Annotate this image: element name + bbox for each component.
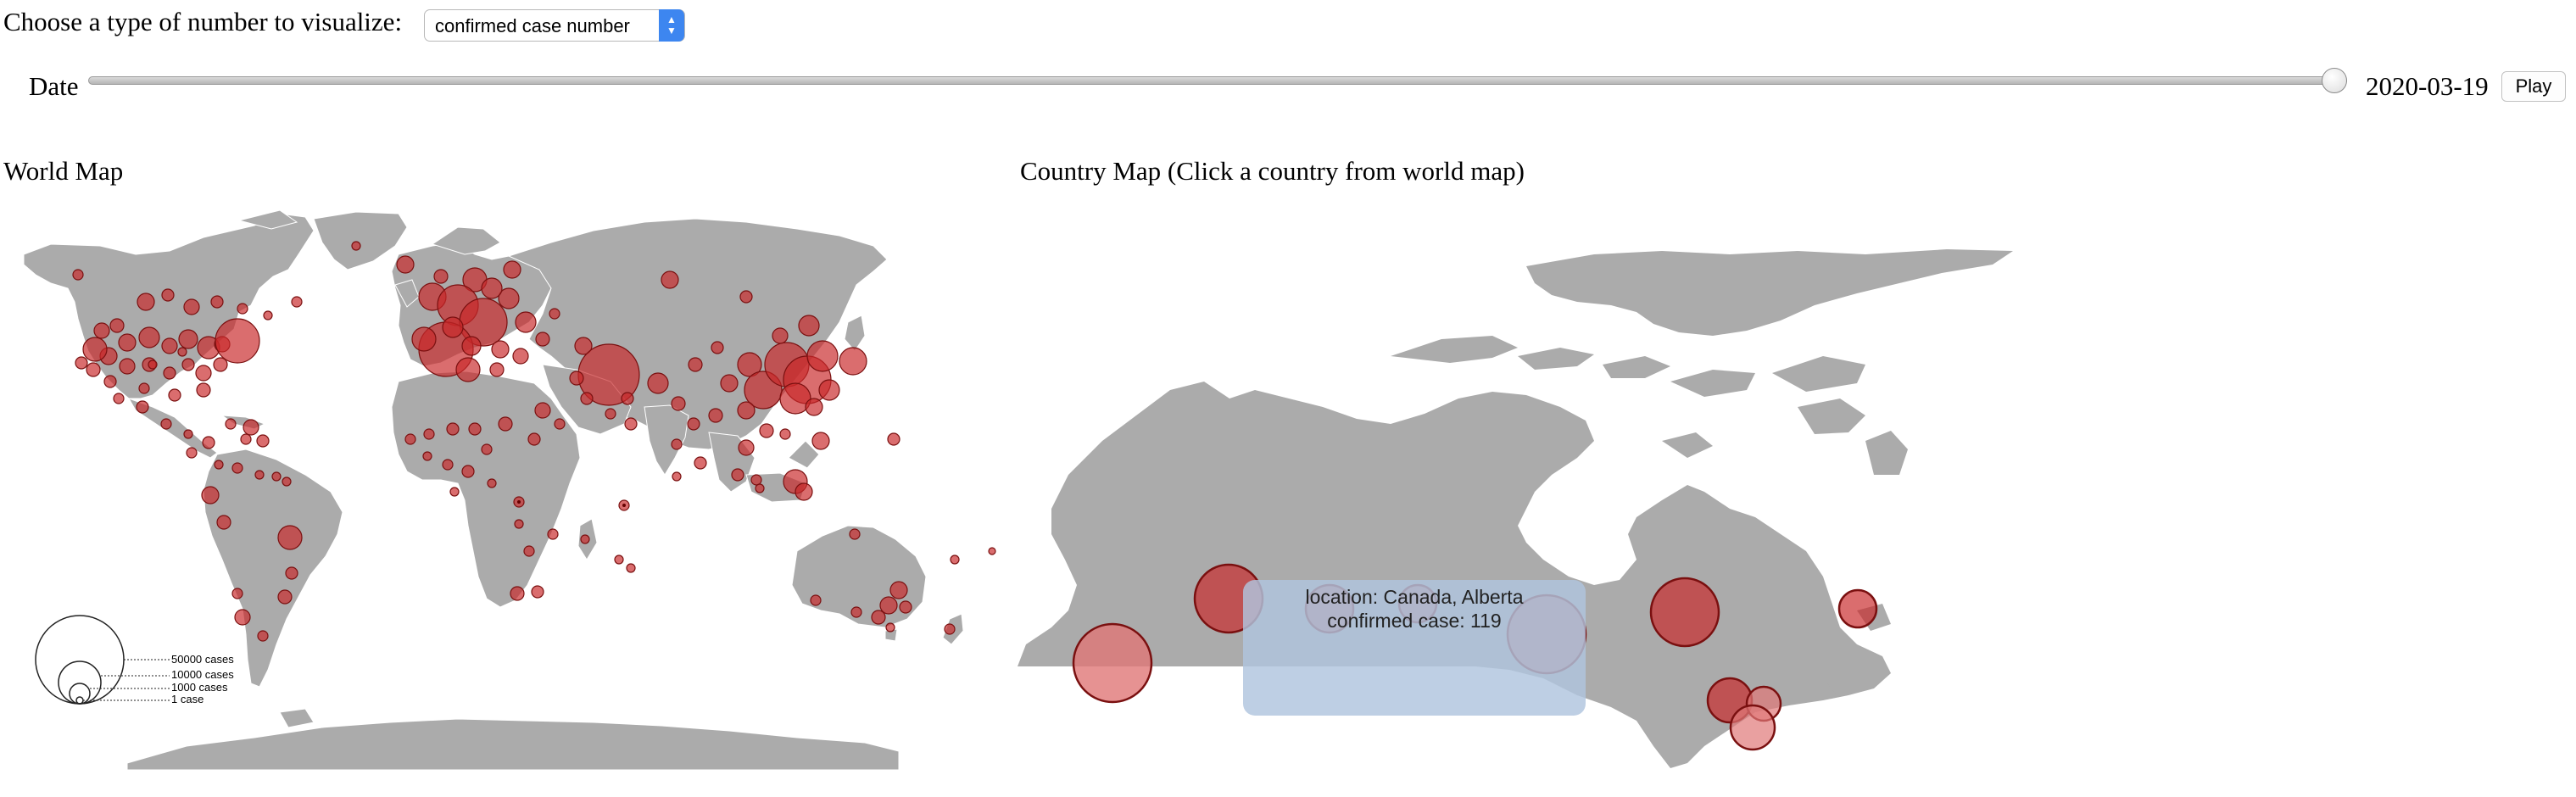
- world-land-south-america[interactable]: [203, 449, 343, 688]
- world-land-greenland[interactable]: [313, 211, 408, 270]
- tooltip-count: confirmed case: 119: [1327, 610, 1502, 632]
- tooltip-location: location: Canada, Alberta: [1305, 586, 1524, 608]
- bubble-quebec[interactable]: [1649, 577, 1720, 648]
- hover-tooltip: location: Canada, Alberta confirmed case…: [1243, 580, 1586, 716]
- bubble-british-columbia[interactable]: [1072, 622, 1153, 704]
- number-type-select-value: confirmed case number: [435, 15, 630, 36]
- world-land-antarctica[interactable]: [126, 718, 900, 771]
- legend-label-1000: 1000 cases: [171, 681, 228, 694]
- legend-circle-1: [75, 696, 84, 705]
- bubble-nova-scotia[interactable]: [1729, 704, 1776, 751]
- type-selector-label: Choose a type of number to visualize:: [3, 7, 403, 36]
- world-map-title: World Map: [3, 156, 124, 186]
- world-land-asia[interactable]: [507, 218, 888, 450]
- date-label: Date: [29, 71, 79, 101]
- number-type-select[interactable]: confirmed case number ▲ ▼: [424, 9, 685, 42]
- canada-mainland[interactable]: [1018, 382, 1891, 768]
- date-slider-thumb[interactable]: [2322, 68, 2347, 93]
- legend-label-50000: 50000 cases: [171, 653, 234, 666]
- play-button[interactable]: Play: [2501, 71, 2566, 102]
- world-land-africa[interactable]: [391, 371, 581, 608]
- world-land-central-america[interactable]: [127, 398, 218, 459]
- country-map-canada[interactable]: [1018, 249, 2013, 768]
- country-map-title: Country Map (Click a country from world …: [1020, 156, 1525, 186]
- legend-label-1: 1 case: [171, 693, 204, 705]
- legend-label-10000: 10000 cases: [171, 668, 234, 681]
- bubble-size-legend: [35, 615, 170, 705]
- current-date: 2020-03-19: [2366, 71, 2489, 101]
- bubble-newfoundland[interactable]: [1837, 588, 1878, 629]
- select-chevron-icon: ▲ ▼: [659, 9, 684, 42]
- world-case-bubbles[interactable]: [72, 241, 996, 642]
- legend-circle-50000: [35, 615, 125, 705]
